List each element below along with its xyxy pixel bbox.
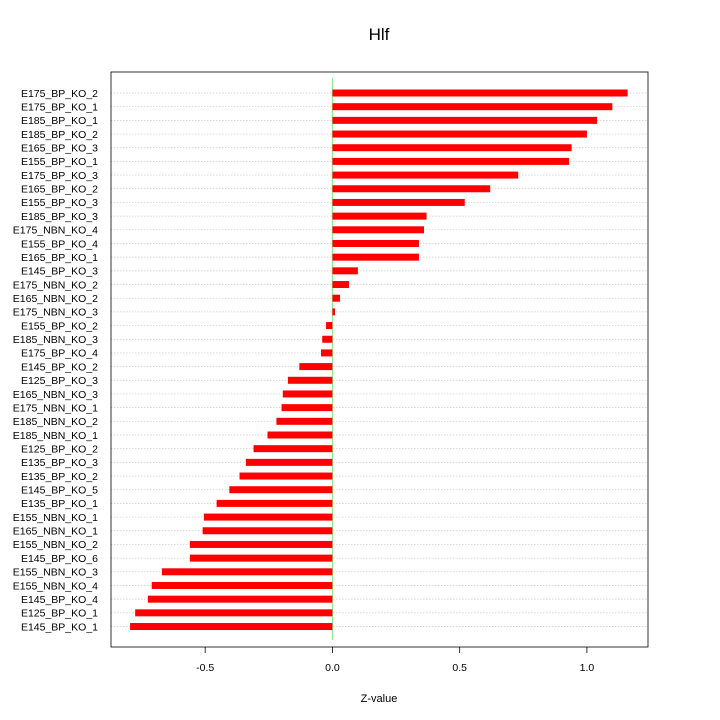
x-axis: -0.5 0.0 0.5 1.0 <box>196 647 594 674</box>
x-axis-label: Z-value <box>361 693 398 705</box>
plot-frame <box>110 71 649 648</box>
bar-E155_BP_KO_2 <box>326 322 333 330</box>
x-tick-label: 0.0 <box>325 662 340 674</box>
category-label: E145_BP_KO_2 <box>21 361 98 373</box>
category-label: E155_NBN_KO_3 <box>13 567 98 579</box>
category-label: E155_BP_KO_3 <box>21 197 98 209</box>
x-tick-label: -0.5 <box>196 662 214 674</box>
bar-E155_NBN_KO_3 <box>161 568 333 576</box>
category-label: E185_BP_KO_3 <box>21 211 98 223</box>
bar-E175_NBN_KO_3 <box>332 308 335 316</box>
bar-E185_NBN_KO_2 <box>276 417 333 425</box>
category-label: E145_BP_KO_4 <box>21 594 98 606</box>
category-label: E155_NBN_KO_1 <box>13 512 98 524</box>
category-label: E175_BP_KO_1 <box>21 101 98 113</box>
category-label: E185_NBN_KO_3 <box>13 334 98 346</box>
category-label: E175_NBN_KO_3 <box>13 307 98 319</box>
category-label: E185_NBN_KO_2 <box>13 416 98 428</box>
category-label: E185_BP_KO_2 <box>21 129 98 141</box>
chart-title: Hlf <box>369 25 390 44</box>
category-label: E125_BP_KO_3 <box>21 375 98 387</box>
bar-E165_BP_KO_1 <box>332 253 419 261</box>
category-label: E165_BP_KO_3 <box>21 143 98 155</box>
category-label: E155_NBN_KO_4 <box>13 580 98 592</box>
bar-E135_BP_KO_3 <box>245 458 333 466</box>
bar-E155_BP_KO_4 <box>332 239 419 247</box>
bar-E155_NBN_KO_2 <box>189 540 333 548</box>
x-tick-label: 1.0 <box>580 662 595 674</box>
category-label: E165_BP_KO_1 <box>21 252 98 264</box>
bar-E125_BP_KO_2 <box>253 445 333 453</box>
category-label: E165_NBN_KO_2 <box>13 293 98 305</box>
bar-E145_BP_KO_5 <box>229 486 333 494</box>
bar-E125_BP_KO_1 <box>135 609 333 617</box>
bar-E145_BP_KO_4 <box>147 595 333 603</box>
category-label: E135_BP_KO_3 <box>21 457 98 469</box>
x-tick-label: 0.5 <box>452 662 467 674</box>
bar-E175_NBN_KO_4 <box>332 226 425 234</box>
bar-E165_BP_KO_3 <box>332 144 572 152</box>
category-label: E175_BP_KO_4 <box>21 348 98 360</box>
bar-E175_BP_KO_4 <box>320 349 333 357</box>
bar-E145_BP_KO_6 <box>189 554 333 562</box>
category-label: E175_BP_KO_3 <box>21 170 98 182</box>
bar-E155_NBN_KO_4 <box>151 581 333 589</box>
bar-E145_BP_KO_2 <box>299 363 333 371</box>
bar-E175_BP_KO_3 <box>332 171 519 179</box>
category-label: E175_NBN_KO_4 <box>13 225 98 237</box>
bar-E175_NBN_KO_1 <box>281 404 333 412</box>
bar-E135_BP_KO_2 <box>239 472 333 480</box>
grid-lines <box>111 92 648 627</box>
bar-E185_BP_KO_3 <box>332 212 427 220</box>
category-label: E135_BP_KO_2 <box>21 471 98 483</box>
bar-E165_NBN_KO_2 <box>332 294 341 302</box>
category-label: E165_BP_KO_2 <box>21 184 98 196</box>
bar-E175_NBN_KO_2 <box>332 281 349 289</box>
bar-E185_NBN_KO_3 <box>322 335 333 343</box>
category-label: E145_BP_KO_3 <box>21 266 98 278</box>
bar-E165_BP_KO_2 <box>332 185 491 193</box>
bar-E185_BP_KO_1 <box>332 116 598 124</box>
category-label: E145_BP_KO_1 <box>21 621 98 633</box>
category-label: E165_NBN_KO_1 <box>13 526 98 538</box>
category-label: E125_BP_KO_1 <box>21 608 98 620</box>
bar-E165_NBN_KO_1 <box>202 527 333 535</box>
category-label: E145_BP_KO_5 <box>21 485 98 497</box>
bar-E155_NBN_KO_1 <box>203 513 333 521</box>
category-label: E125_BP_KO_2 <box>21 443 98 455</box>
bar-E145_BP_KO_1 <box>130 623 333 631</box>
bar-E155_BP_KO_1 <box>332 157 570 165</box>
category-label: E175_NBN_KO_1 <box>13 402 98 414</box>
bar-E135_BP_KO_1 <box>216 499 333 507</box>
bar-E145_BP_KO_3 <box>332 267 358 275</box>
category-label: E165_NBN_KO_3 <box>13 389 98 401</box>
category-label: E155_BP_KO_1 <box>21 156 98 168</box>
category-label: E175_BP_KO_2 <box>21 88 98 100</box>
bar-E165_NBN_KO_3 <box>282 390 333 398</box>
bar-E175_BP_KO_2 <box>332 89 628 97</box>
bar-E155_BP_KO_3 <box>332 198 465 206</box>
category-label: E185_NBN_KO_1 <box>13 430 98 442</box>
category-label: E185_BP_KO_1 <box>21 115 98 127</box>
bar-E185_NBN_KO_1 <box>267 431 333 439</box>
category-label: E135_BP_KO_1 <box>21 498 98 510</box>
category-label: E155_NBN_KO_2 <box>13 539 98 551</box>
category-label: E155_BP_KO_2 <box>21 320 98 332</box>
bars <box>130 89 628 631</box>
bar-E175_BP_KO_1 <box>332 103 613 111</box>
category-label: E175_NBN_KO_2 <box>13 279 98 291</box>
category-label: E145_BP_KO_6 <box>21 553 98 565</box>
bar-E185_BP_KO_2 <box>332 130 587 138</box>
category-label: E155_BP_KO_4 <box>21 238 98 250</box>
bar-E125_BP_KO_3 <box>287 376 333 384</box>
